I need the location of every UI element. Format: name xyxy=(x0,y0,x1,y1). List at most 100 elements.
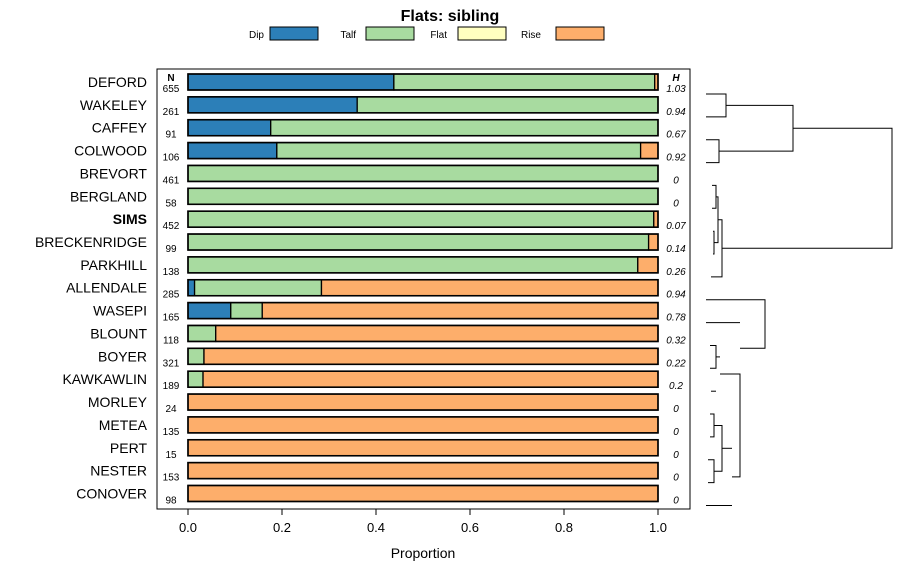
bar-segment-talf xyxy=(393,73,656,91)
bar-outline xyxy=(187,141,659,160)
bar-outline xyxy=(187,187,659,206)
category-label: CONOVER xyxy=(76,485,147,501)
bar-segment-dip xyxy=(187,301,232,320)
bar-outline xyxy=(187,301,659,320)
category-label: BERGLAND xyxy=(70,188,147,204)
dendrogram-branch xyxy=(722,127,893,249)
bar-segment-rise xyxy=(187,439,659,457)
category-label: PERT xyxy=(110,440,148,456)
dendrogram-branch xyxy=(714,425,723,472)
h-value: 0.07 xyxy=(666,221,686,232)
bar-row: KAWKAWLIN 189 0.2 xyxy=(62,370,683,392)
bar-outline xyxy=(187,278,659,297)
bar-segment-talf xyxy=(193,279,323,297)
h-value: 0.67 xyxy=(666,130,686,141)
x-tick-label: 0.6 xyxy=(461,520,479,535)
dendrogram xyxy=(706,93,893,506)
bar-segment-rise xyxy=(187,461,659,480)
category-label: BRECKENRIDGE xyxy=(35,234,147,250)
bar-row: COLWOOD 106 0.92 xyxy=(74,141,686,164)
bar-outline xyxy=(187,438,659,457)
bar-segment-talf xyxy=(276,141,642,160)
h-value: 0 xyxy=(673,175,679,186)
n-value: 99 xyxy=(165,244,177,255)
legend-label-talf: Talf xyxy=(340,30,356,41)
h-value: 0 xyxy=(673,404,679,415)
n-value: 98 xyxy=(165,495,177,506)
category-label: PARKHILL xyxy=(80,257,147,273)
bar-row: BLOUNT 118 0.32 xyxy=(90,324,686,346)
bar-segment-talf xyxy=(187,370,204,388)
category-label: MORLEY xyxy=(88,394,148,410)
bar-segment-talf xyxy=(187,233,650,251)
bar-segment-talf xyxy=(187,164,659,183)
bar-outline xyxy=(187,484,659,503)
legend-swatch-rise xyxy=(555,26,605,41)
legend-swatch-dip xyxy=(269,26,319,41)
bar-row: SIMS 452 0.07 xyxy=(113,210,686,232)
h-value: 0.14 xyxy=(666,244,686,255)
bar-segment-rise xyxy=(639,141,659,160)
bar-row: PARKHILL 138 0.26 xyxy=(80,256,686,278)
n-value: 452 xyxy=(163,221,180,232)
x-axis-label: Proportion xyxy=(391,545,456,561)
h-column-header: H xyxy=(672,73,680,84)
bar-segment-dip xyxy=(187,96,358,114)
n-value: 655 xyxy=(163,84,180,95)
bar-outline xyxy=(187,164,659,183)
bar-segment-dip xyxy=(187,279,196,297)
dendrogram-branch xyxy=(706,93,727,118)
category-label: NESTER xyxy=(90,463,147,479)
bar-segment-rise xyxy=(215,324,659,343)
dendrogram-branch xyxy=(719,104,794,152)
bar-segment-talf xyxy=(187,324,217,343)
n-value: 118 xyxy=(163,335,179,346)
legend: Dip Talf Flat Rise xyxy=(249,26,605,41)
bar-outline xyxy=(187,416,659,434)
bar-outline xyxy=(187,118,659,137)
bar-row: WAKELEY 261 0.94 xyxy=(80,96,686,118)
n-value: 138 xyxy=(163,267,180,278)
n-value: 153 xyxy=(163,473,180,484)
h-value: 0.78 xyxy=(666,313,686,324)
bar-segment-rise xyxy=(202,370,659,388)
bar-row: CONOVER 98 0 xyxy=(76,484,679,506)
category-label: METEA xyxy=(99,417,148,433)
h-value: 0 xyxy=(673,473,679,484)
bar-segment-rise xyxy=(261,301,659,320)
bar-segment-talf xyxy=(187,347,205,365)
h-value: 0.26 xyxy=(666,267,686,278)
x-tick-label: 0.2 xyxy=(273,520,291,535)
h-value: 0 xyxy=(673,427,679,438)
h-value: 0.92 xyxy=(666,153,686,164)
h-value: 0 xyxy=(673,450,679,461)
bar-segment-rise xyxy=(187,416,659,434)
x-tick-label: 1.0 xyxy=(649,520,667,535)
bar-segment-rise xyxy=(187,484,659,503)
category-label: WASEPI xyxy=(93,303,147,319)
bar-outline xyxy=(187,393,659,411)
category-label: DEFORD xyxy=(88,74,147,90)
bar-row: DEFORD 655 1.03 xyxy=(88,73,686,95)
dendrogram-branch xyxy=(710,413,715,438)
bar-row: BERGLAND 58 0 xyxy=(70,187,679,209)
bar-row: CAFFEY 91 0.67 xyxy=(92,118,686,141)
bar-segment-rise xyxy=(320,279,659,297)
dendrogram-branch xyxy=(711,219,723,278)
bar-outline xyxy=(187,210,659,228)
bar-segment-talf xyxy=(356,96,659,114)
bar-segment-talf xyxy=(187,187,659,205)
dendrogram-branch xyxy=(713,230,715,255)
n-value: 135 xyxy=(163,427,180,438)
bar-segment-rise xyxy=(647,233,659,251)
dendrogram-branch xyxy=(706,139,720,164)
category-label: WAKELEY xyxy=(80,97,148,113)
category-label: BLOUNT xyxy=(90,325,147,341)
x-tick-label: 0.8 xyxy=(555,520,573,535)
n-value: 106 xyxy=(163,153,180,164)
h-value: 0.94 xyxy=(666,290,686,301)
x-axis: 0.0 0.2 0.4 0.6 0.8 1.0 xyxy=(179,509,667,535)
bar-row: MORLEY 24 0 xyxy=(88,393,679,415)
